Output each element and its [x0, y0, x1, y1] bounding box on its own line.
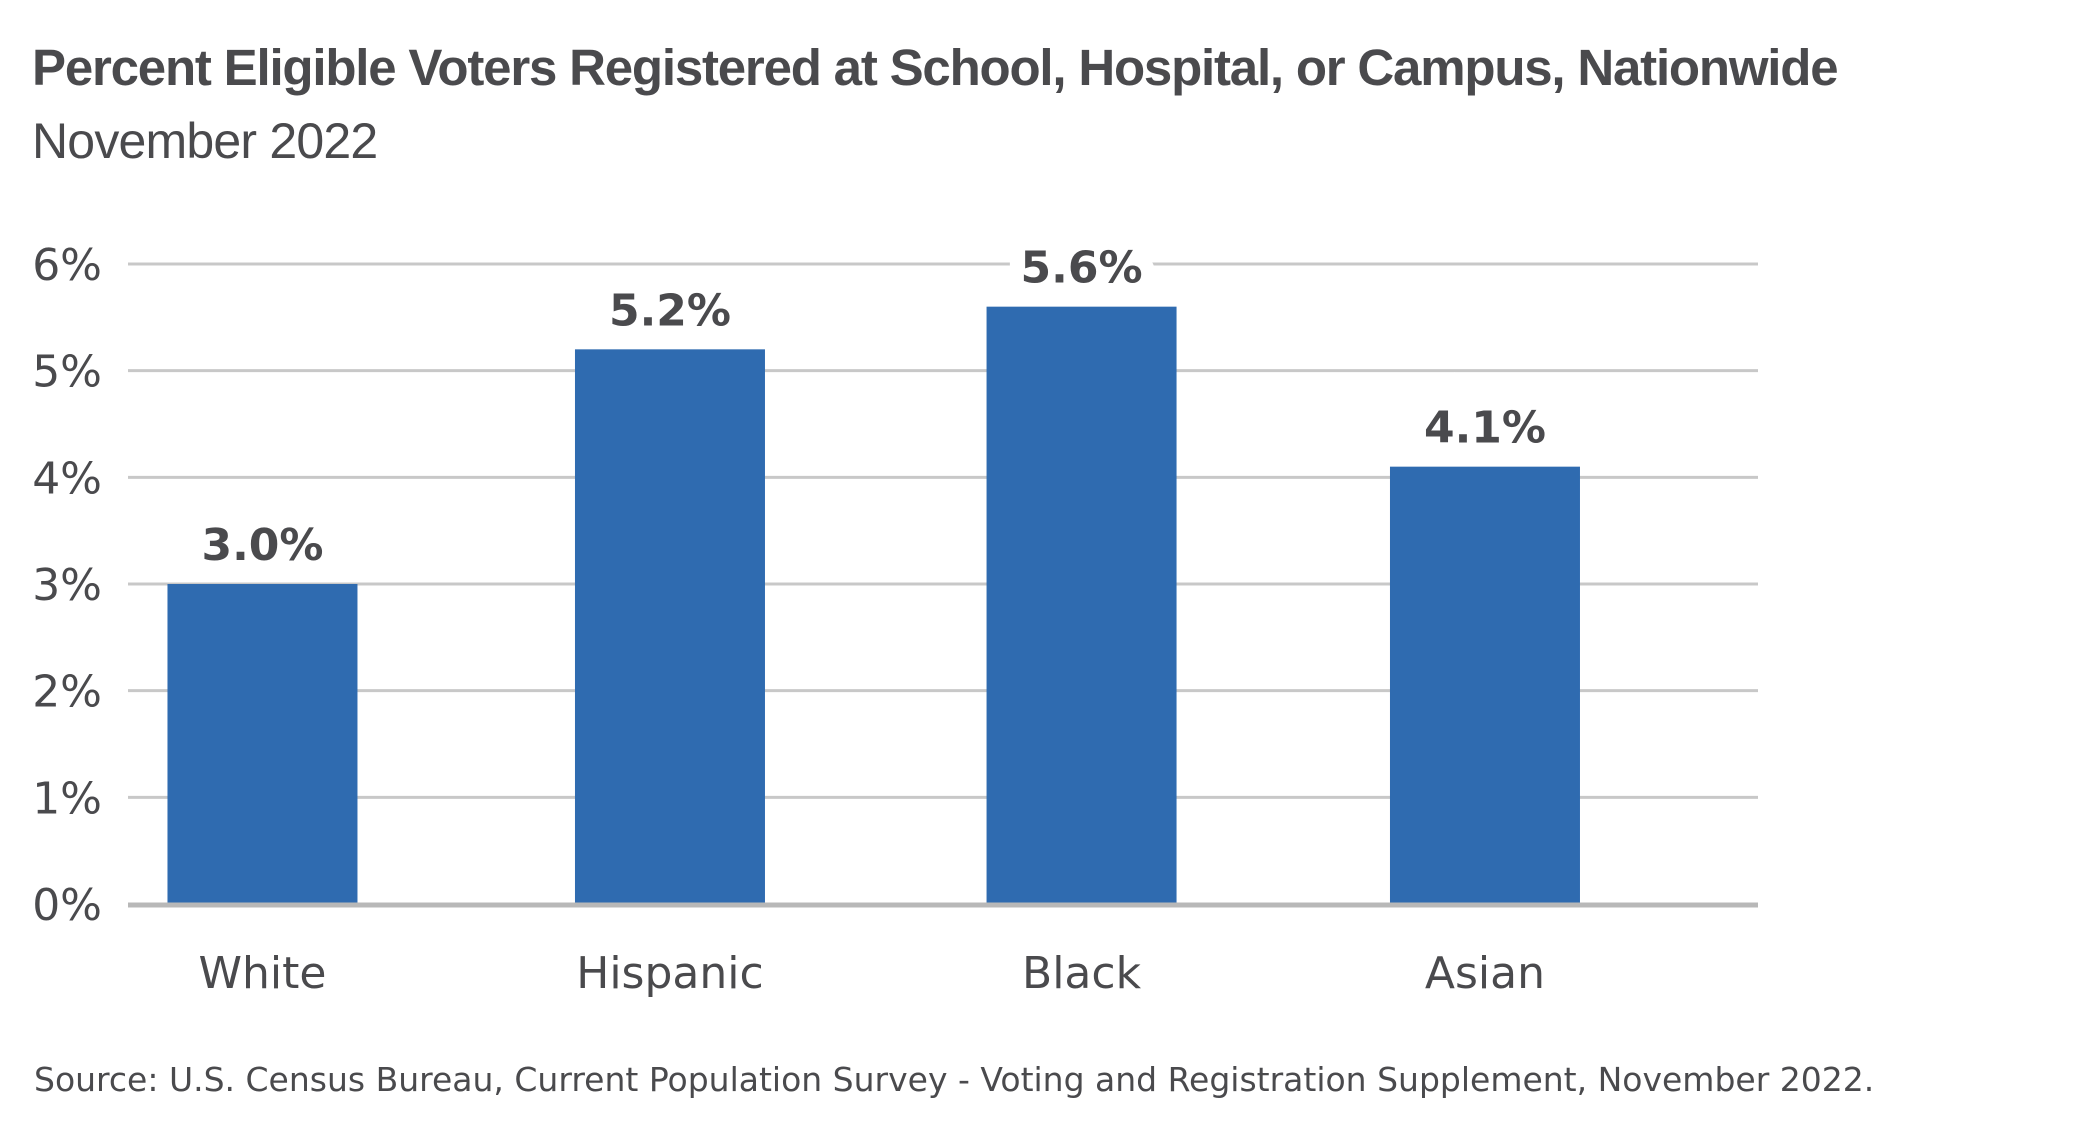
y-tick-label: 3%: [32, 560, 102, 611]
x-tick-label: Black: [1022, 948, 1142, 999]
data-label: 4.1%: [1424, 403, 1546, 454]
chart-title: Percent Eligible Voters Registered at Sc…: [32, 39, 1839, 96]
x-tick-label: White: [198, 948, 326, 999]
bar-asian: [1389, 466, 1580, 904]
bars: [167, 306, 1580, 905]
y-tick-label: 5%: [32, 347, 102, 398]
bar-black: [986, 306, 1177, 905]
source-note: Source: U.S. Census Bureau, Current Popu…: [34, 1060, 1875, 1099]
y-tick-label: 0%: [32, 880, 102, 931]
bar-hispanic: [574, 349, 765, 904]
y-tick-label: 6%: [32, 240, 102, 291]
data-label: 5.2%: [609, 285, 731, 336]
y-tick-label: 1%: [32, 773, 102, 824]
y-tick-label: 2%: [32, 667, 102, 718]
chart-subtitle: November 2022: [32, 113, 378, 169]
x-tick-label: Asian: [1425, 948, 1545, 999]
bar-white: [167, 584, 358, 904]
data-label: 5.6%: [1021, 243, 1143, 294]
y-tick-label: 4%: [32, 453, 102, 504]
x-tick-label: Hispanic: [576, 948, 763, 999]
data-label: 3.0%: [201, 520, 323, 571]
